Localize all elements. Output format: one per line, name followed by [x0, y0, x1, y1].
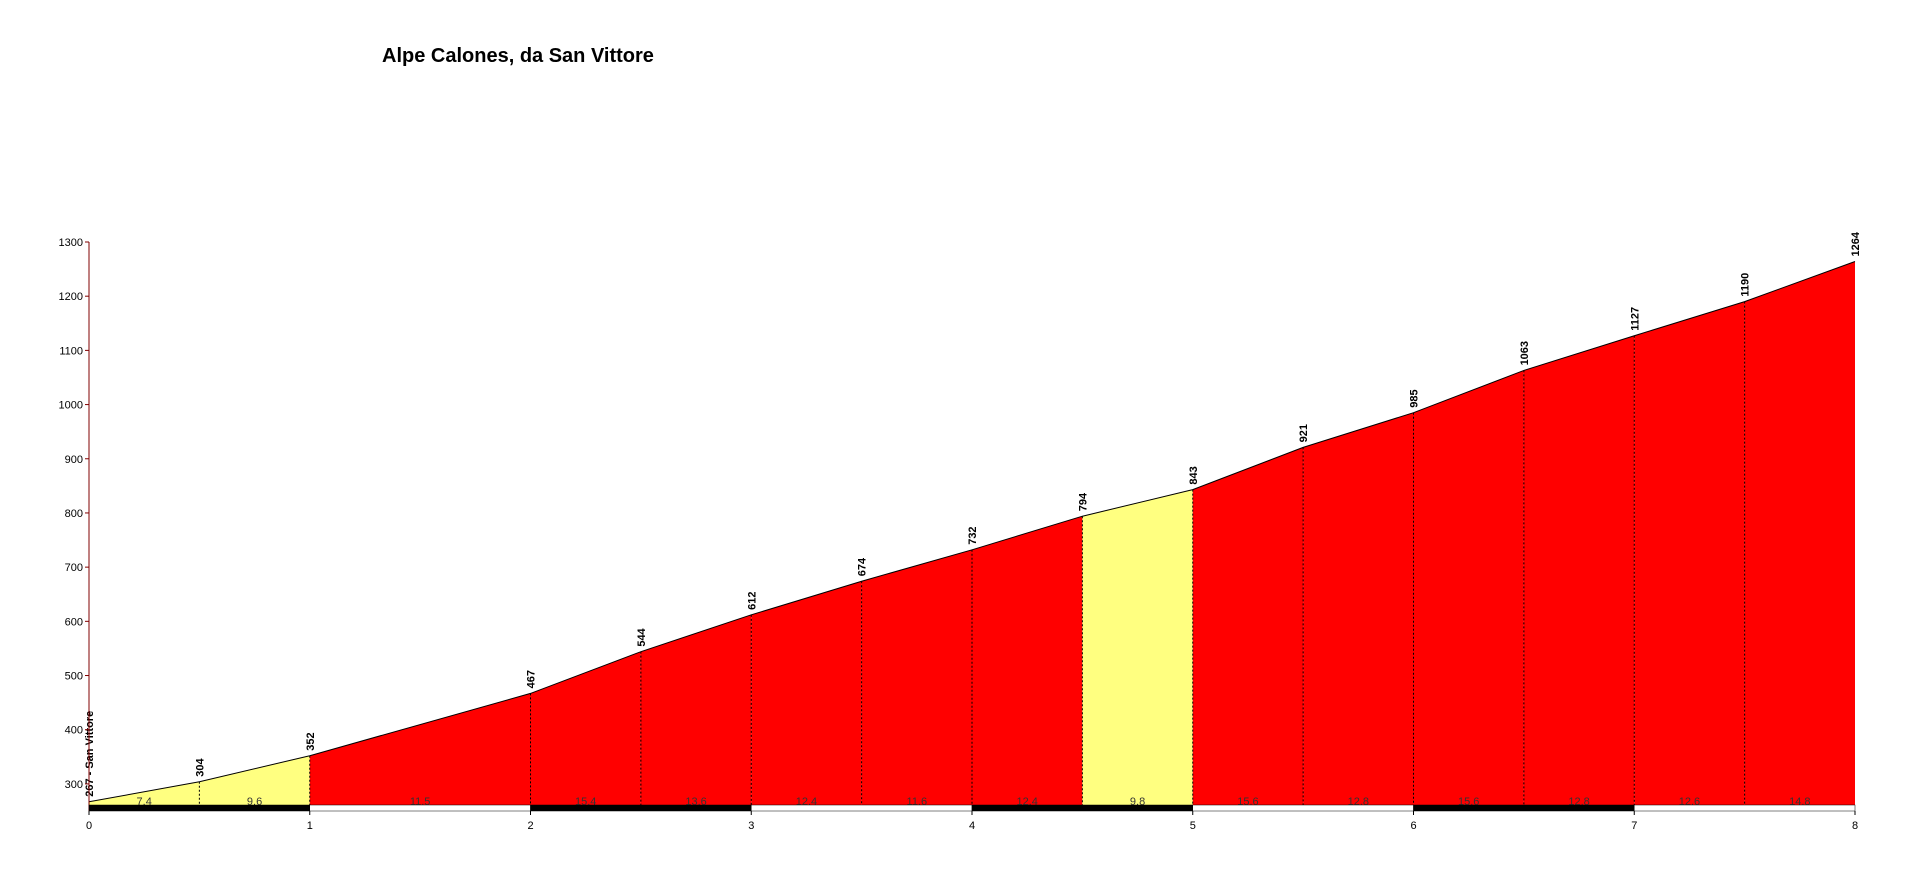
y-tick-label: 400: [65, 725, 83, 737]
x-tick-label: 7: [1631, 820, 1637, 832]
y-tick-label: 600: [65, 616, 83, 628]
segment: [640, 614, 752, 811]
x-tick-label: 8: [1852, 820, 1858, 832]
y-tick-label: 700: [65, 562, 83, 574]
point-label: 843: [1188, 466, 1200, 484]
segment: [1523, 335, 1635, 811]
point-label: 267 - San Vittore: [84, 711, 96, 797]
x-tick-label: 2: [527, 820, 533, 832]
segment: [1744, 261, 1855, 812]
point-label: 732: [967, 526, 979, 544]
segment: [1082, 489, 1193, 811]
point-label: 1063: [1519, 341, 1531, 365]
point-label: 1127: [1629, 307, 1641, 331]
km-stripe: [751, 804, 973, 812]
km-stripe: [88, 804, 310, 812]
segment: [1413, 370, 1524, 811]
segment: [1634, 301, 1745, 811]
profile-line: [88, 261, 1856, 803]
x-tick-label: 6: [1410, 820, 1416, 832]
y-tick-label: 1000: [59, 400, 83, 412]
segment: [1192, 447, 1304, 811]
segment: [751, 581, 862, 811]
y-tick-label: 1100: [59, 345, 83, 357]
chart-title: Alpe Calones, da San Vittore: [382, 45, 654, 67]
y-tick-label: 500: [65, 671, 83, 683]
x-tick-label: 3: [748, 820, 754, 832]
y-tick-label: 300: [65, 779, 83, 791]
km-stripe: [309, 804, 531, 812]
point-label: 921: [1298, 424, 1310, 442]
km-stripe: [1413, 804, 1635, 812]
segment: [972, 516, 1083, 811]
segment: [199, 755, 310, 811]
point-label: 352: [305, 732, 317, 750]
km-stripe: [1634, 804, 1856, 812]
segment: [309, 693, 531, 811]
km-stripe: [1192, 804, 1414, 812]
x-tick-label: 0: [86, 820, 92, 832]
point-label: 304: [194, 758, 206, 777]
km-stripe: [530, 804, 752, 812]
segment: [1303, 412, 1414, 811]
point-label: 674: [857, 557, 869, 576]
segment: [89, 781, 200, 811]
y-tick-label: 1300: [59, 237, 83, 249]
segment: [861, 549, 972, 811]
point-label: 1264: [1850, 231, 1862, 256]
x-tick-label: 1: [307, 820, 313, 832]
y-tick-label: 1200: [59, 291, 83, 303]
segment: [530, 651, 641, 811]
point-label: 544: [636, 627, 648, 646]
x-tick-label: 4: [969, 820, 975, 832]
point-label: 1190: [1740, 273, 1752, 297]
x-tick-label: 5: [1190, 820, 1196, 832]
km-stripe: [971, 804, 1193, 812]
point-label: 467: [526, 670, 538, 688]
point-label: 612: [746, 591, 758, 609]
y-tick-label: 900: [65, 454, 83, 466]
point-label: 794: [1077, 492, 1089, 511]
point-label: 985: [1409, 389, 1421, 407]
y-tick-label: 800: [65, 508, 83, 520]
